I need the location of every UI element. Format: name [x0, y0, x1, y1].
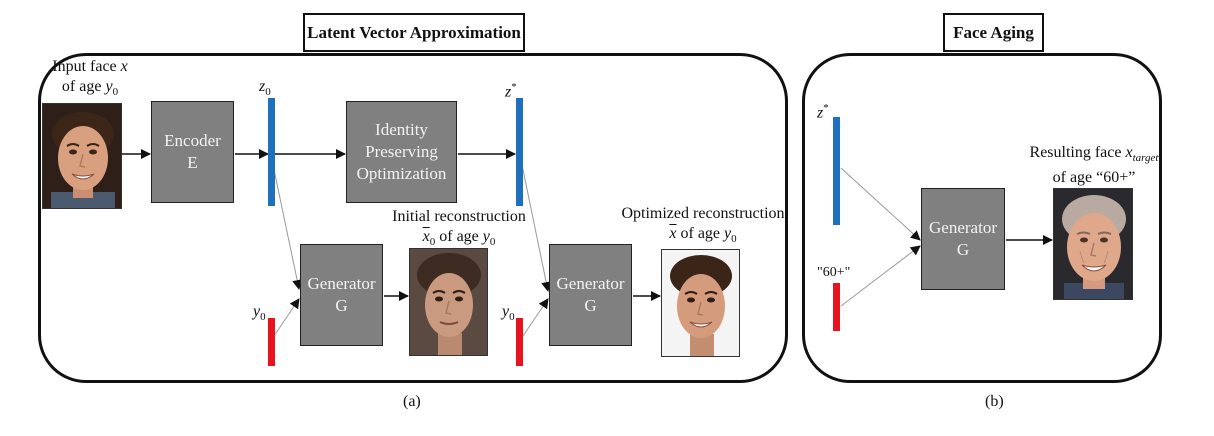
age-60plus-label: "60+" [817, 265, 851, 280]
z0-label: z0 [259, 78, 271, 99]
y0-age-bar-right [516, 318, 523, 366]
zstar-label: z* [505, 81, 517, 101]
resulting-face-label: Resulting face xtarget of age “60+” [1029, 144, 1159, 187]
input-face-image [42, 103, 122, 209]
z0-latent-vector-bar [268, 98, 275, 206]
encoder-block: Encoder E [151, 101, 234, 203]
identity-preserving-optimization-block: Identity Preserving Optimization [346, 101, 457, 203]
optimized-reconstruction-image [661, 249, 740, 357]
panel-b-caption: (b) [985, 393, 1004, 410]
zstar-latent-vector-bar-b [833, 117, 840, 225]
panel-a-caption: (a) [403, 393, 421, 410]
zstar-latent-vector-bar [516, 98, 523, 206]
initial-reconstruction-image [409, 248, 488, 356]
y0-age-bar-left [268, 318, 275, 366]
resulting-face-image [1053, 188, 1133, 300]
generator-block-b: Generator G [921, 188, 1005, 290]
panel-b-title: Face Aging [943, 13, 1044, 52]
initial-reconstruction-label: Initial reconstruction x0 of age y0 [392, 208, 526, 249]
age-60plus-bar [833, 283, 840, 331]
optimized-reconstruction-label: Optimized reconstruction x of age y0 [621, 205, 785, 246]
zstar-label-b: z* [817, 102, 829, 122]
input-face-label: Input face x of age y0 [52, 58, 128, 99]
panel-a-title: Latent Vector Approximation [303, 13, 525, 52]
generator-block-1: Generator G [300, 244, 383, 346]
y0-label-right: y0 [502, 303, 515, 324]
y0-label-left: y0 [253, 303, 266, 324]
generator-block-2: Generator G [549, 244, 632, 346]
